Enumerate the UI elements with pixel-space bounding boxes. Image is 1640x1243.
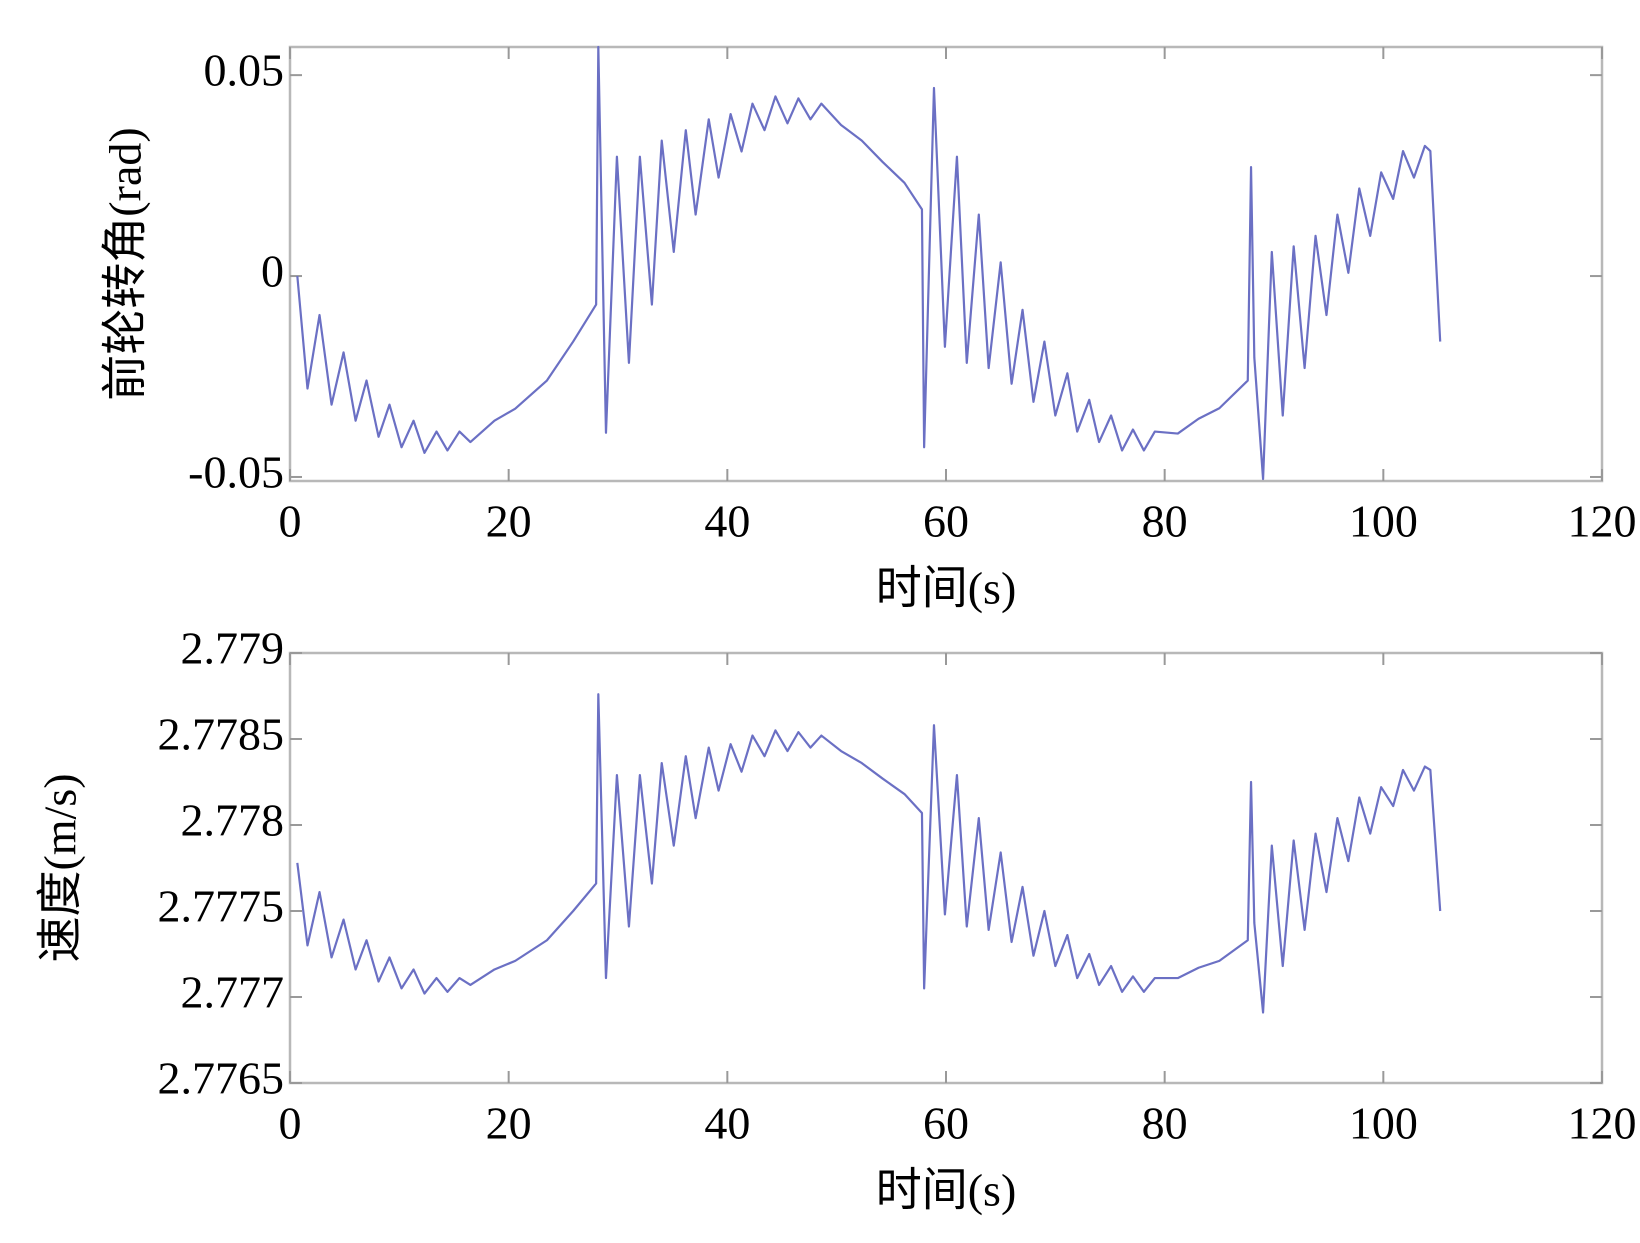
y-tick-label: 2.777 <box>181 967 285 1018</box>
y-tick-label: 0 <box>261 246 284 297</box>
y-axis-label: 速度(m/s) <box>35 773 86 962</box>
x-axis-label: 时间(s) <box>876 1165 1017 1216</box>
y-tick-label: -0.05 <box>188 447 284 498</box>
x-tick-label: 60 <box>923 1098 969 1149</box>
data-line <box>296 693 1442 1014</box>
y-tick-label: 2.7785 <box>158 709 285 760</box>
x-tick-label: 80 <box>1142 1098 1188 1149</box>
x-tick-label: 0 <box>279 1098 302 1149</box>
x-tick-label: 20 <box>486 496 532 547</box>
plot-frame <box>288 45 1604 483</box>
data-line <box>296 45 1442 481</box>
y-tick-label: 2.7765 <box>158 1053 285 1104</box>
y-tick-label: 0.05 <box>204 45 285 96</box>
y-axis-label: 前轮转角(rad) <box>100 127 151 400</box>
x-tick-label: 100 <box>1349 496 1418 547</box>
x-tick-label: 120 <box>1568 496 1637 547</box>
y-tick-label: 2.778 <box>181 795 285 846</box>
y-tick-label: 2.779 <box>181 623 285 674</box>
x-tick-label: 100 <box>1349 1098 1418 1149</box>
x-tick-label: 80 <box>1142 496 1188 547</box>
x-tick-label: 60 <box>923 496 969 547</box>
x-tick-label: 40 <box>704 1098 750 1149</box>
x-tick-label: 120 <box>1568 1098 1637 1149</box>
y-tick-label: 2.7775 <box>158 881 285 932</box>
x-axis-label: 时间(s) <box>876 563 1017 614</box>
plot-frame <box>288 651 1604 1085</box>
x-tick-label: 40 <box>704 496 750 547</box>
x-tick-label: 20 <box>486 1098 532 1149</box>
x-tick-label: 0 <box>279 496 302 547</box>
